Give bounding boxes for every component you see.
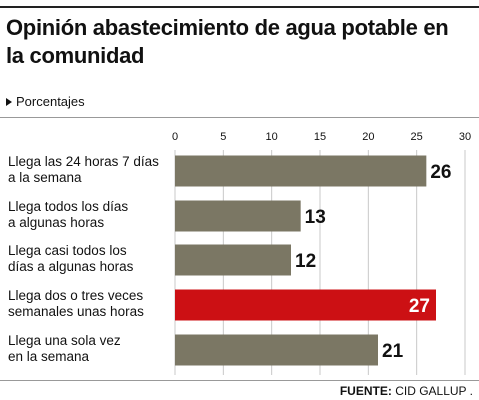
x-tick-label: 10 xyxy=(266,131,278,143)
bar xyxy=(175,244,291,276)
source-label: FUENTE: xyxy=(339,384,392,398)
footer-rule xyxy=(0,380,479,381)
category-label: Llega dos o tres veces semanales unas hor… xyxy=(8,288,144,319)
value-label: 13 xyxy=(305,207,326,228)
x-tick-label: 0 xyxy=(172,131,178,143)
x-tick-label: 5 xyxy=(220,131,226,143)
category-label: Llega casi todos los días a algunas horas xyxy=(8,243,134,274)
category-label: Llega todos los días a algunas horas xyxy=(8,199,128,230)
x-tick-label: 15 xyxy=(314,131,326,143)
category-label: Llega una sola vez en la semana xyxy=(8,333,121,364)
value-label: 27 xyxy=(409,296,430,317)
value-label: 26 xyxy=(430,162,451,183)
subtitle-text: Porcentajes xyxy=(16,94,85,109)
value-label: 12 xyxy=(295,251,316,272)
bar xyxy=(175,155,427,187)
source-note: FUENTE: CID GALLUP . xyxy=(340,384,473,398)
triangle-right-icon xyxy=(6,97,12,106)
x-tick-label: 20 xyxy=(362,131,374,143)
bar xyxy=(175,200,301,232)
x-tick-label: 25 xyxy=(411,131,423,143)
bar xyxy=(175,334,378,366)
source-value: CID GALLUP . xyxy=(395,384,473,398)
chart-title: Opinión abastecimiento de agua potable e… xyxy=(6,15,449,68)
bar xyxy=(175,289,436,321)
subtitle-rule xyxy=(0,117,479,118)
chart-subtitle: Porcentajes xyxy=(6,94,85,109)
top-rule xyxy=(0,6,479,8)
category-label: Llega las 24 horas 7 días a la semana xyxy=(8,154,159,185)
value-label: 21 xyxy=(382,341,404,362)
x-tick-label: 30 xyxy=(459,131,471,143)
